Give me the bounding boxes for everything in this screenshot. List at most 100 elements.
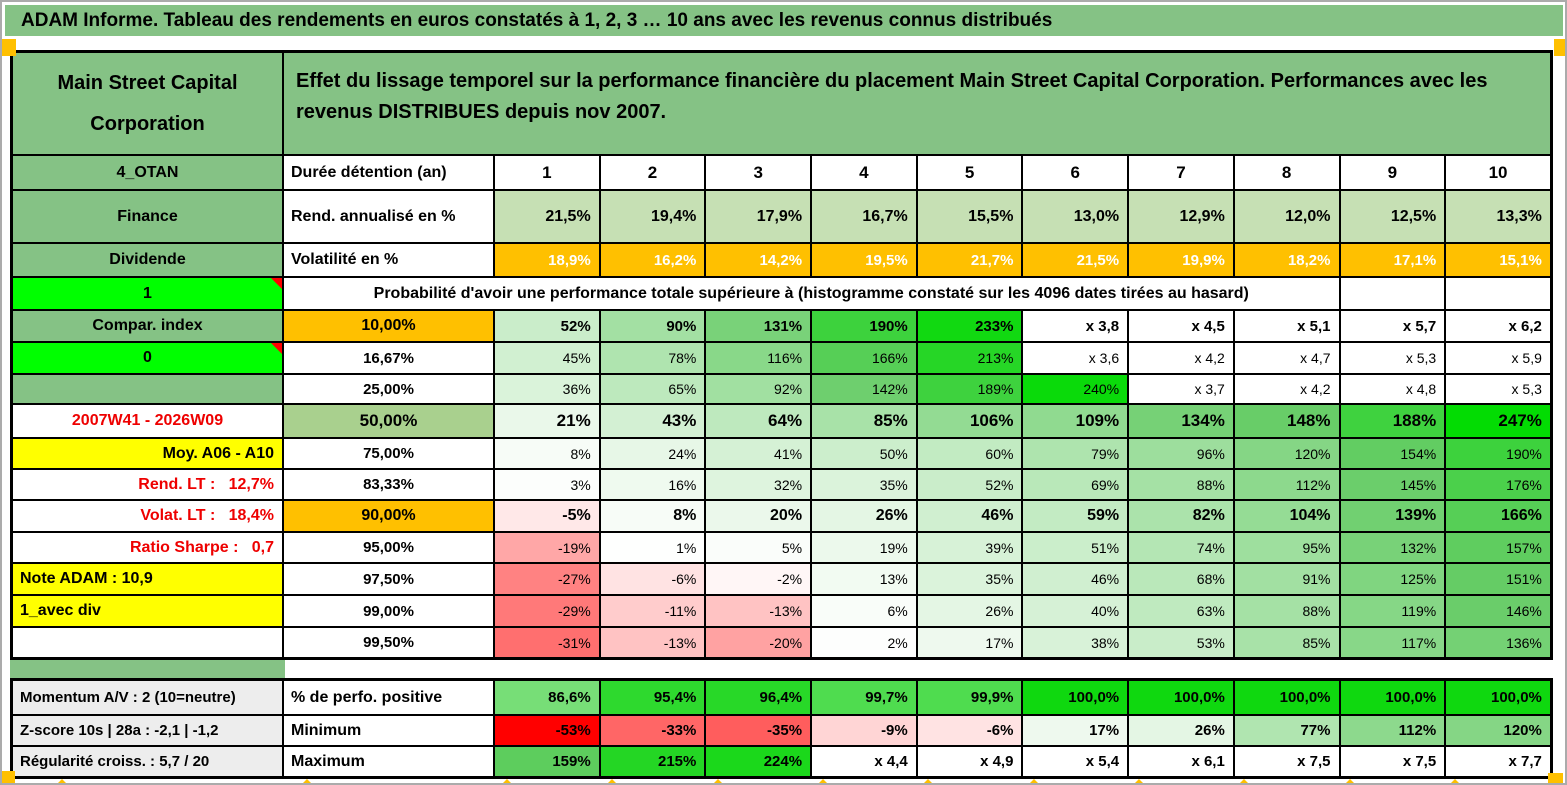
table-cell[interactable]: x 4,2: [1234, 375, 1339, 403]
table-cell[interactable]: 99,7%: [812, 681, 916, 714]
table-cell[interactable]: 176%: [1446, 470, 1550, 499]
label-sheet-code[interactable]: 4_OTAN: [13, 156, 282, 189]
quantile-25[interactable]: 25,00%: [284, 375, 493, 403]
col-header-9[interactable]: 9: [1340, 156, 1445, 189]
table-cell[interactable]: 100,0%: [1023, 681, 1128, 714]
table-cell[interactable]: 52%: [495, 311, 599, 341]
quantile-10[interactable]: 10,00%: [284, 311, 493, 341]
table-cell[interactable]: 17%: [917, 628, 1022, 657]
label-long-term-return[interactable]: Rend. LT : 12,7%: [13, 470, 282, 499]
table-cell[interactable]: 233%: [917, 311, 1022, 341]
table-cell[interactable]: x 7,5: [1340, 747, 1445, 776]
table-cell[interactable]: 63%: [1129, 596, 1233, 626]
table-cell[interactable]: 36%: [495, 375, 599, 403]
table-cell[interactable]: 99,9%: [917, 681, 1022, 714]
table-cell[interactable]: 148%: [1234, 405, 1339, 437]
table-cell[interactable]: x 4,4: [812, 747, 916, 776]
table-cell[interactable]: 26%: [812, 501, 916, 531]
table-cell[interactable]: 32%: [706, 470, 811, 499]
table-cell[interactable]: 50%: [812, 439, 916, 468]
table-cell[interactable]: 21%: [495, 405, 599, 437]
col-header-7[interactable]: 7: [1129, 156, 1233, 189]
col-header-8[interactable]: 8: [1234, 156, 1339, 189]
table-cell[interactable]: 86,6%: [495, 681, 599, 714]
table-cell[interactable]: -2%: [706, 564, 811, 594]
table-cell[interactable]: x 3,7: [1129, 375, 1233, 403]
table-cell[interactable]: 146%: [1446, 596, 1550, 626]
table-cell[interactable]: 166%: [1446, 501, 1550, 531]
table-cell[interactable]: x 4,9: [917, 747, 1022, 776]
table-cell[interactable]: 19%: [812, 533, 916, 562]
table-cell[interactable]: 95,4%: [600, 681, 705, 714]
table-cell[interactable]: 109%: [1023, 405, 1128, 437]
col-header-5[interactable]: 5: [917, 156, 1022, 189]
table-cell[interactable]: -20%: [706, 628, 811, 657]
table-cell[interactable]: -13%: [706, 596, 811, 626]
table-cell[interactable]: 46%: [917, 501, 1022, 531]
table-cell[interactable]: 100,0%: [1129, 681, 1233, 714]
table-cell[interactable]: 21,5%: [495, 191, 599, 242]
table-cell[interactable]: x 7,5: [1234, 747, 1339, 776]
table-cell[interactable]: 77%: [1234, 716, 1339, 745]
table-cell[interactable]: x 5,7: [1340, 311, 1445, 341]
table-cell[interactable]: 96%: [1129, 439, 1233, 468]
quantile-90[interactable]: 90,00%: [284, 501, 493, 531]
table-cell[interactable]: 100,0%: [1446, 681, 1550, 714]
table-cell[interactable]: 78%: [600, 343, 705, 373]
probability-header[interactable]: Probabilité d'avoir une performance tota…: [284, 278, 1339, 309]
table-cell[interactable]: 40%: [1023, 596, 1128, 626]
company-name[interactable]: Main Street Capital Corporation: [13, 53, 282, 154]
table-cell[interactable]: 96,4%: [706, 681, 811, 714]
table-cell[interactable]: -53%: [495, 716, 599, 745]
table-cell[interactable]: 8%: [600, 501, 705, 531]
table-cell[interactable]: 41%: [706, 439, 811, 468]
label-dividend[interactable]: Dividende: [13, 244, 282, 276]
table-cell[interactable]: 24%: [600, 439, 705, 468]
table-cell[interactable]: 45%: [495, 343, 599, 373]
table-cell[interactable]: x 5,4: [1023, 747, 1128, 776]
table-cell[interactable]: 46%: [1023, 564, 1128, 594]
table-cell[interactable]: 142%: [812, 375, 916, 403]
table-cell[interactable]: 190%: [1446, 439, 1550, 468]
label-annualized-return[interactable]: Rend. annualisé en %: [284, 191, 493, 242]
table-cell[interactable]: 88%: [1129, 470, 1233, 499]
table-cell[interactable]: 132%: [1340, 533, 1445, 562]
table-cell[interactable]: 224%: [706, 747, 811, 776]
table-cell[interactable]: 2%: [812, 628, 916, 657]
table-cell[interactable]: 43%: [600, 405, 705, 437]
table-cell[interactable]: [1340, 278, 1445, 309]
table-cell[interactable]: -31%: [495, 628, 599, 657]
table-cell[interactable]: 17%: [1023, 716, 1128, 745]
table-cell[interactable]: x 5,9: [1446, 343, 1550, 373]
label-minimum[interactable]: Minimum: [284, 716, 493, 745]
table-cell[interactable]: 112%: [1340, 716, 1445, 745]
table-cell[interactable]: [13, 375, 282, 403]
table-cell[interactable]: 119%: [1340, 596, 1445, 626]
table-cell[interactable]: 106%: [917, 405, 1022, 437]
table-cell[interactable]: 19,4%: [600, 191, 705, 242]
table-cell[interactable]: 117%: [1340, 628, 1445, 657]
table-cell[interactable]: 188%: [1340, 405, 1445, 437]
table-cell[interactable]: x 7,7: [1446, 747, 1550, 776]
table-cell[interactable]: 85%: [1234, 628, 1339, 657]
label-period[interactable]: 2007W41 - 2026W09: [13, 405, 282, 437]
table-cell[interactable]: 154%: [1340, 439, 1445, 468]
col-header-3[interactable]: 3: [706, 156, 811, 189]
label-avec-div[interactable]: 1_avec div: [13, 596, 282, 626]
table-cell[interactable]: x 6,2: [1446, 311, 1550, 341]
table-cell[interactable]: x 3,8: [1023, 311, 1128, 341]
table-cell[interactable]: x 4,5: [1129, 311, 1233, 341]
table-cell[interactable]: 68%: [1129, 564, 1233, 594]
table-cell[interactable]: 5%: [706, 533, 811, 562]
quantile-83[interactable]: 83,33%: [284, 470, 493, 499]
table-cell[interactable]: x 4,2: [1129, 343, 1233, 373]
table-cell[interactable]: x 4,7: [1234, 343, 1339, 373]
table-cell[interactable]: 92%: [706, 375, 811, 403]
table-cell[interactable]: 85%: [812, 405, 916, 437]
table-cell[interactable]: 52%: [917, 470, 1022, 499]
table-cell[interactable]: 19,5%: [812, 244, 916, 276]
table-cell[interactable]: 65%: [600, 375, 705, 403]
table-cell[interactable]: 16,7%: [812, 191, 916, 242]
table-cell[interactable]: 100,0%: [1234, 681, 1339, 714]
table-cell[interactable]: x 5,3: [1446, 375, 1550, 403]
